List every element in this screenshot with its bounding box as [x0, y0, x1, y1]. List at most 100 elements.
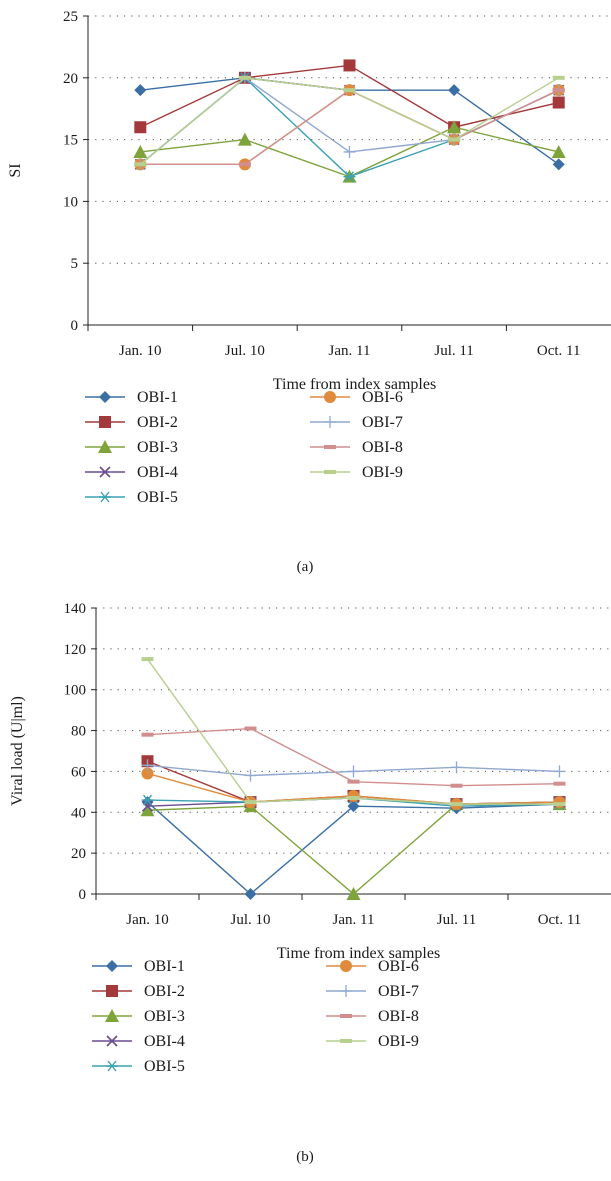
legend-item: OBI-9: [326, 1033, 419, 1050]
data-point: [237, 132, 252, 146]
panel-label: (b): [296, 1149, 314, 1165]
legend-marker: [324, 470, 336, 474]
y-tick-label: 120: [64, 642, 87, 658]
legend-item: OBI-1: [92, 958, 185, 975]
legend-label: OBI-5: [144, 1058, 185, 1075]
legend-label: OBI-9: [362, 464, 403, 481]
data-point: [448, 137, 461, 142]
series-line: [147, 801, 560, 895]
legend-marker: [99, 391, 111, 403]
data-point: [238, 75, 251, 80]
data-point: [244, 800, 257, 805]
legend-label: OBI-1: [137, 389, 178, 406]
legend-label: OBI-3: [144, 1008, 185, 1025]
y-tick-label: 25: [63, 9, 78, 25]
legend: OBI-1 OBI-2 OBI-3 OBI-4 OBI-5 OBI-6 OBI-7 OBI-8…: [92, 958, 419, 1075]
legend-label: OBI-5: [137, 489, 178, 506]
x-tick-label: Jan. 11: [329, 343, 371, 359]
data-point: [141, 794, 154, 806]
legend-item: OBI-8: [310, 439, 403, 456]
data-point: [347, 765, 360, 778]
data-point: [238, 162, 251, 167]
series-obi-9: [141, 657, 566, 807]
data-point: [140, 803, 155, 817]
y-tick-label: 40: [71, 805, 86, 821]
legend-marker: [324, 416, 336, 428]
legend-item: OBI-1: [85, 389, 178, 406]
series-obi-7: [141, 759, 566, 782]
legend-marker: [340, 985, 352, 997]
y-tick-label: 0: [71, 318, 79, 334]
legend-marker: [106, 960, 118, 972]
data-point: [141, 767, 154, 780]
data-point: [553, 781, 566, 786]
x-tick-label: Jan. 10: [119, 343, 162, 359]
legend-marker: [324, 445, 336, 449]
legend-item: OBI-2: [85, 414, 178, 431]
data-point: [552, 88, 565, 93]
legend-item: OBI-9: [310, 464, 403, 481]
legend-label: OBI-9: [378, 1033, 419, 1050]
data-point: [346, 887, 361, 900]
data-point: [552, 75, 565, 80]
legend-label: OBI-6: [362, 389, 403, 406]
data-point: [448, 84, 461, 97]
legend-marker: [324, 391, 336, 403]
data-point: [447, 120, 462, 134]
legend-item: OBI-4: [85, 464, 178, 481]
legend-item: OBI-3: [92, 1008, 185, 1025]
x-tick-label: Jan. 10: [126, 912, 169, 928]
x-tick-label: Jan. 11: [333, 912, 375, 928]
data-point: [343, 145, 356, 158]
legend-marker: [340, 1039, 352, 1043]
chart-panel-b: 0 20 40 60 80 100 120 140 Jan. 10 Jul. 10 Jan. 11 J…: [9, 601, 611, 1165]
data-point: [553, 765, 566, 778]
data-point: [343, 88, 356, 93]
data-point: [141, 800, 154, 812]
x-tick-label: Jul. 11: [434, 343, 473, 359]
x-tick-label: Oct. 11: [538, 912, 582, 928]
legend-item: OBI-6: [310, 389, 403, 406]
data-point: [450, 802, 463, 807]
series-obi-9: [134, 75, 565, 167]
y-tick-label: 20: [71, 846, 86, 862]
data-point: [450, 783, 463, 788]
legend-item: OBI-5: [85, 489, 178, 506]
legend-label: OBI-8: [378, 1008, 419, 1025]
legend-label: OBI-1: [144, 958, 185, 975]
series-line: [140, 64, 559, 128]
legend-marker: [99, 416, 111, 428]
y-tick-label: 10: [63, 194, 78, 210]
data-point: [553, 802, 566, 807]
legend-label: OBI-2: [137, 414, 178, 431]
data-point: [134, 121, 147, 134]
x-tick-label: Jul. 10: [225, 343, 265, 359]
data-point: [141, 796, 154, 809]
legend-marker: [99, 491, 111, 503]
data-point: [141, 759, 154, 772]
data-point: [141, 657, 154, 662]
legend-marker: [98, 440, 112, 453]
data-point: [553, 796, 566, 809]
data-point: [347, 779, 360, 784]
y-tick-label: 60: [71, 764, 86, 780]
chart-panel-a: 0 5 10 15 20 25 Jan. 10 Jul. 10 Jan. 11 Jul. 11 Oc…: [7, 9, 611, 575]
legend-marker: [106, 985, 118, 997]
data-point: [552, 158, 565, 171]
y-tick-label: 0: [79, 887, 87, 903]
legend-marker: [105, 1009, 119, 1022]
data-point: [551, 144, 566, 158]
legend-item: OBI-7: [326, 983, 419, 1000]
y-tick-label: 5: [71, 256, 79, 272]
legend-label: OBI-8: [362, 439, 403, 456]
x-axis-title: Time from index samples: [277, 945, 440, 962]
panel-label: (a): [297, 559, 314, 575]
legend-label: OBI-7: [362, 414, 403, 431]
legend-label: OBI-3: [137, 439, 178, 456]
legend-marker: [340, 960, 352, 972]
y-tick-label: 140: [64, 601, 87, 617]
legend-label: OBI-4: [144, 1033, 185, 1050]
data-point: [343, 59, 356, 72]
